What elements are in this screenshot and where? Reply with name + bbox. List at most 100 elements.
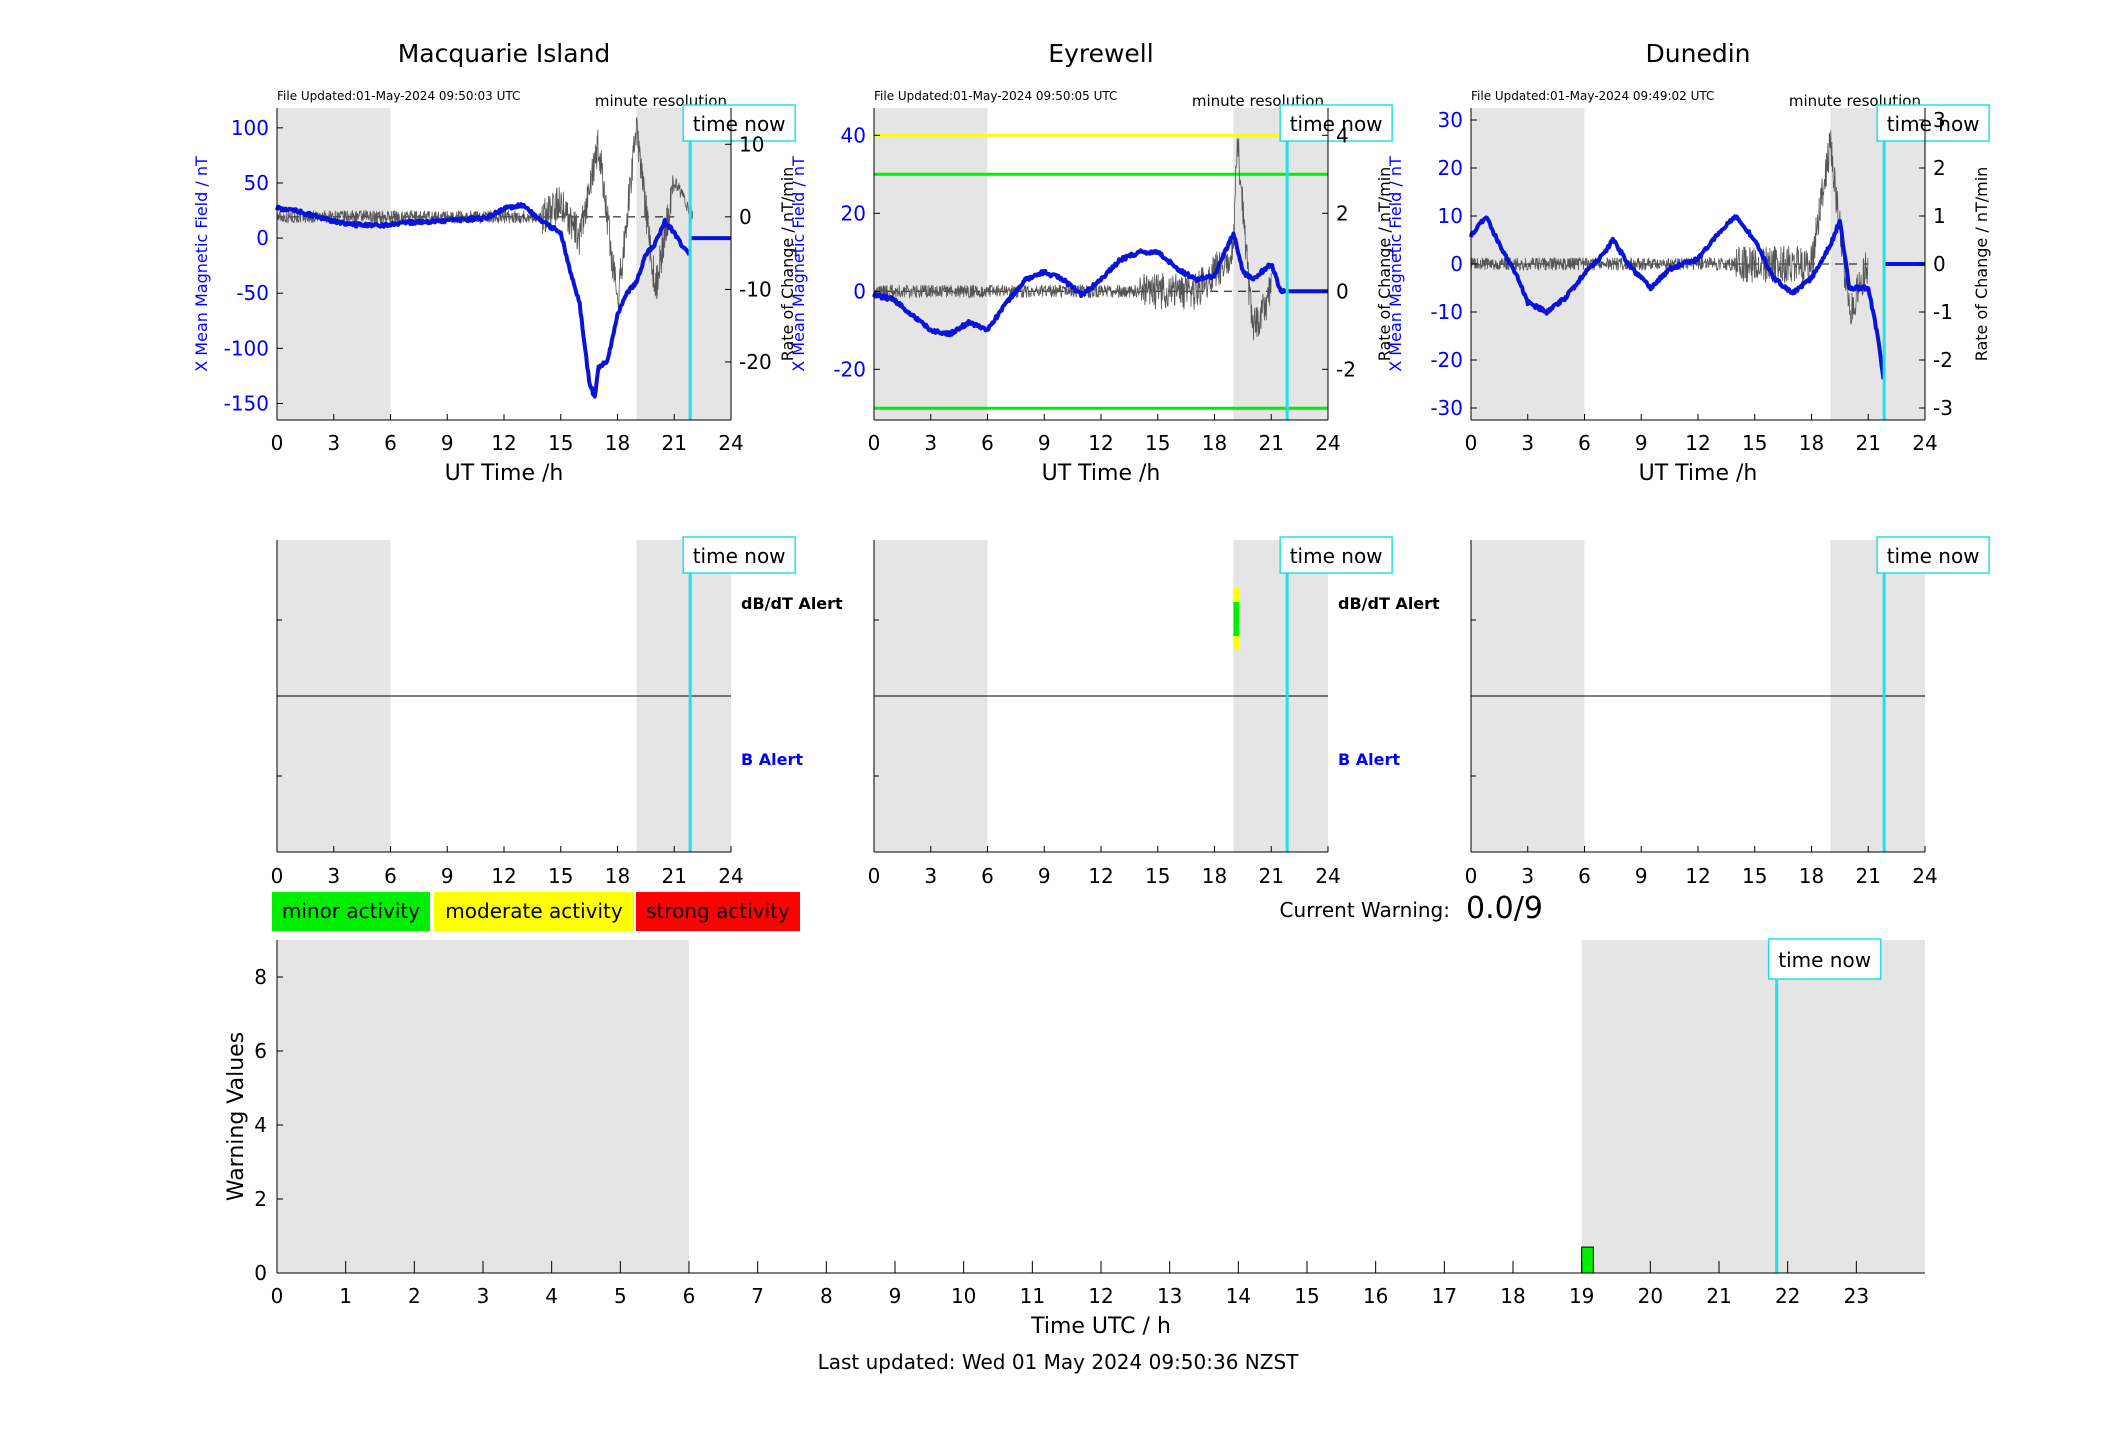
x-tick-label: 3: [924, 864, 937, 888]
night-shading: [277, 108, 391, 420]
x-tick-label: 0: [271, 864, 284, 888]
x-tick-label: 12: [491, 864, 516, 888]
y-tick-label-left: 0: [853, 279, 866, 303]
night-shading: [277, 940, 689, 1273]
y-axis-label-right: Rate of Change / nT/min: [1972, 167, 1991, 362]
dbdt-alert-marker: [1233, 602, 1240, 636]
x-tick-label: 0: [868, 864, 881, 888]
x-tick-label: 3: [1521, 864, 1534, 888]
x-tick-label: 9: [1635, 431, 1648, 455]
station-title: Dunedin: [1646, 39, 1751, 68]
time-now-label: time now: [1778, 948, 1871, 972]
x-tick-label: 18: [605, 431, 630, 455]
x-tick-label: 24: [1315, 864, 1340, 888]
time-now-label: time now: [1887, 112, 1980, 136]
y-tick-label-left: 100: [231, 116, 269, 140]
x-tick-label: 9: [441, 864, 454, 888]
x-tick-label: 0: [1465, 431, 1478, 455]
dbdt-alert-label: dB/dT Alert: [1338, 594, 1440, 613]
y-tick-label: 2: [254, 1187, 267, 1211]
y-tick-label-right: 0: [739, 205, 752, 229]
x-tick-label: 6: [384, 864, 397, 888]
x-tick-label: 21: [1259, 431, 1284, 455]
y-tick-label-right: 2: [1933, 156, 1946, 180]
y-axis-label-right: Rate of Change / nT/min: [1375, 167, 1394, 362]
x-tick-label: 0: [271, 431, 284, 455]
file-updated-text: File Updated:01-May-2024 09:50:05 UTC: [874, 89, 1117, 103]
current-warning-value: 0.0/9: [1466, 891, 1543, 926]
x-tick-label: 21: [662, 864, 687, 888]
x-tick-label: 15: [1145, 864, 1170, 888]
time-now-box: [1279, 536, 1393, 574]
x-tick-label: 21: [1856, 431, 1881, 455]
night-shading: [636, 108, 731, 420]
y-tick-label-right: 3: [1933, 108, 1946, 132]
station-panel: Eyrewell File Updated:01-May-2024 09:50:0…: [789, 39, 1394, 486]
y-axis-label: Warning Values: [224, 1032, 249, 1201]
rate-of-change-line: [873, 138, 1272, 341]
y-tick-label: 6: [254, 1039, 267, 1063]
y-tick-label-left: -20: [1430, 348, 1463, 372]
x-tick-label: 6: [1578, 431, 1591, 455]
y-tick-label-left: 40: [841, 123, 866, 147]
y-tick-label-right: 4: [1336, 123, 1349, 147]
y-tick-label-left: -150: [224, 391, 269, 415]
x-tick-label: 9: [889, 1284, 902, 1308]
x-tick-label: 15: [1742, 431, 1767, 455]
y-tick-label-right: 1: [1933, 204, 1946, 228]
x-tick-label: 12: [491, 431, 516, 455]
x-tick-label: 3: [1521, 431, 1534, 455]
y-tick-label-left: 0: [256, 226, 269, 250]
x-tick-label: 6: [1578, 864, 1591, 888]
y-axis-label-left: X Mean Magnetic Field / nT: [192, 156, 211, 372]
x-tick-label: 24: [718, 431, 743, 455]
legend-minor-swatch: [270, 890, 432, 933]
current-warning: Current Warning: 0.0/9: [1280, 891, 1543, 926]
y-tick-label-right: -2: [1336, 357, 1356, 381]
field-line: [275, 202, 692, 399]
time-now-label: time now: [1290, 544, 1383, 568]
x-tick-label: 11: [1020, 1284, 1045, 1308]
y-tick-label-right: -20: [739, 350, 772, 374]
x-tick-label: 0: [1465, 864, 1478, 888]
x-tick-label: 9: [1038, 864, 1051, 888]
x-tick-label: 13: [1157, 1284, 1182, 1308]
last-updated-text: Last updated: Wed 01 May 2024 09:50:36 N…: [818, 1350, 1300, 1374]
x-tick-label: 6: [384, 431, 397, 455]
x-tick-label: 14: [1226, 1284, 1251, 1308]
x-axis-label: UT Time /h: [1042, 461, 1161, 486]
x-tick-label: 15: [548, 864, 573, 888]
x-tick-label: 2: [408, 1284, 421, 1308]
x-tick-label: 18: [605, 864, 630, 888]
y-tick-label-right: 0: [1933, 252, 1946, 276]
station-title: Eyrewell: [1048, 39, 1153, 68]
x-tick-label: 6: [683, 1284, 696, 1308]
time-now-box: [1876, 536, 1990, 574]
y-tick-label-left: 0: [1450, 252, 1463, 276]
time-now-box: [1767, 938, 1882, 980]
x-tick-label: 8: [820, 1284, 833, 1308]
file-updated-text: File Updated:01-May-2024 09:50:03 UTC: [277, 89, 520, 103]
time-now-label: time now: [693, 544, 786, 568]
night-shading: [1233, 108, 1328, 420]
station-title: Macquarie Island: [398, 39, 611, 68]
time-now-box: [682, 104, 796, 142]
x-tick-label: 24: [1912, 864, 1937, 888]
x-tick-label: 6: [981, 864, 994, 888]
x-tick-label: 6: [981, 431, 994, 455]
y-tick-label-right: 0: [1336, 279, 1349, 303]
x-axis-label: Time UTC / h: [1030, 1314, 1171, 1339]
x-tick-label: 3: [477, 1284, 490, 1308]
y-tick-label-left: -100: [224, 336, 269, 360]
x-tick-label: 12: [1685, 431, 1710, 455]
y-tick-label-right: -10: [739, 277, 772, 301]
x-tick-label: 3: [327, 431, 340, 455]
x-tick-label: 16: [1363, 1284, 1388, 1308]
b-alert-label: B Alert: [1338, 750, 1400, 769]
b-alert-label: B Alert: [741, 750, 803, 769]
rate-of-change-line: [276, 117, 694, 311]
y-axis-label-left: X Mean Magnetic Field / nT: [1386, 156, 1405, 372]
current-warning-label: Current Warning:: [1280, 898, 1450, 922]
legend-strong-swatch: [634, 890, 802, 933]
time-now-box: [682, 536, 796, 574]
